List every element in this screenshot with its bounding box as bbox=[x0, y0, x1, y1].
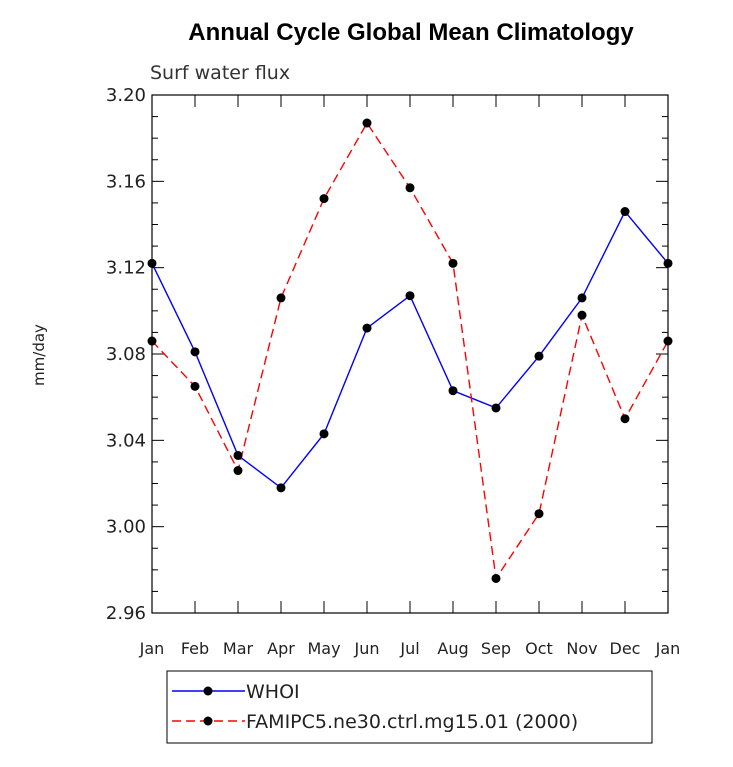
data-point-series-1 bbox=[233, 466, 243, 476]
series-layer bbox=[147, 118, 673, 583]
x-tick-label: Jun bbox=[354, 639, 380, 658]
x-tick-label: Feb bbox=[181, 639, 209, 658]
data-point-series-0 bbox=[147, 258, 157, 268]
x-tick-label: Apr bbox=[267, 639, 295, 658]
ticks-layer: 3.20 3.16 3.12 3.08 3.04 3.00 2.96 Jan Feb Mar Apr… bbox=[106, 85, 680, 658]
data-point-series-0 bbox=[663, 258, 673, 268]
plot-frame bbox=[151, 94, 669, 614]
legend-marker-0 bbox=[203, 686, 213, 696]
data-point-series-0 bbox=[448, 386, 458, 396]
data-point-series-1 bbox=[448, 258, 458, 268]
x-tick-label: Mar bbox=[223, 639, 254, 658]
x-tick-label: Aug bbox=[437, 639, 468, 658]
data-point-series-0 bbox=[577, 293, 587, 303]
data-point-series-0 bbox=[620, 207, 630, 217]
x-tick-label: Jan bbox=[655, 639, 681, 658]
data-point-series-0 bbox=[534, 351, 544, 361]
data-point-series-0 bbox=[319, 429, 329, 439]
data-point-series-1 bbox=[491, 573, 501, 583]
series-line-0 bbox=[151, 210, 669, 489]
y-tick-label: 3.04 bbox=[106, 430, 146, 451]
data-point-series-1 bbox=[319, 194, 329, 204]
data-point-series-0 bbox=[233, 450, 243, 460]
data-point-series-0 bbox=[491, 403, 501, 413]
x-tick-label: Jan bbox=[139, 639, 165, 658]
data-point-series-0 bbox=[405, 291, 415, 301]
x-tick-label: Dec bbox=[610, 639, 641, 658]
y-tick-label: 2.96 bbox=[106, 603, 146, 624]
data-point-series-0 bbox=[190, 347, 200, 357]
data-point-series-1 bbox=[190, 381, 200, 391]
y-axis-label: mm/day bbox=[30, 324, 48, 386]
data-point-series-0 bbox=[362, 323, 372, 333]
x-tick-label: Sep bbox=[481, 639, 511, 658]
data-point-series-1 bbox=[405, 183, 415, 193]
data-point-series-1 bbox=[362, 118, 372, 128]
data-point-series-1 bbox=[577, 310, 587, 320]
legend-box bbox=[166, 670, 653, 744]
x-tick-label: May bbox=[307, 639, 340, 658]
y-tick-label: 3.16 bbox=[106, 171, 146, 192]
data-point-series-1 bbox=[534, 509, 544, 519]
legend: WHOI FAMIPC5.ne30.ctrl.mg15.01 (2000) bbox=[172, 681, 578, 733]
data-point-series-1 bbox=[147, 336, 157, 346]
legend-label-1: FAMIPC5.ne30.ctrl.mg15.01 (2000) bbox=[246, 711, 578, 733]
chart-subtitle: Surf water flux bbox=[150, 62, 290, 84]
x-tick-label: Nov bbox=[566, 639, 597, 658]
data-point-series-0 bbox=[276, 483, 286, 493]
data-point-series-1 bbox=[663, 336, 673, 346]
y-tick-label: 3.12 bbox=[106, 258, 146, 279]
legend-marker-1 bbox=[203, 716, 213, 726]
chart-title: Annual Cycle Global Mean Climatology bbox=[188, 19, 634, 46]
data-point-series-1 bbox=[276, 293, 286, 303]
y-tick-label: 3.20 bbox=[106, 85, 146, 106]
x-tick-label: Oct bbox=[525, 639, 553, 658]
legend-label-0: WHOI bbox=[246, 681, 300, 703]
y-tick-label: 3.00 bbox=[106, 517, 146, 538]
x-tick-label: Jul bbox=[399, 639, 419, 658]
y-tick-label: 3.08 bbox=[106, 344, 146, 365]
data-point-series-1 bbox=[620, 414, 630, 424]
